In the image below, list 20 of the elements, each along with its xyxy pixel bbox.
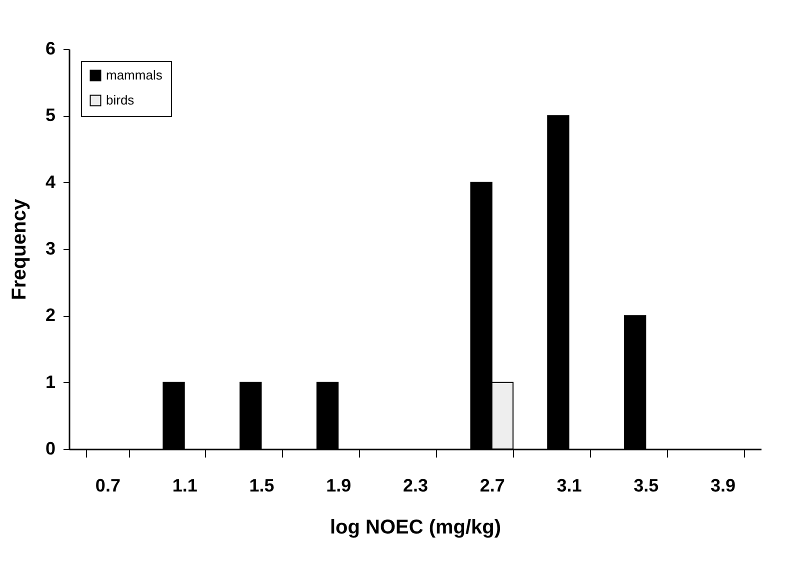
x-tick-label: 1.1 bbox=[172, 476, 198, 496]
x-tick-label: 1.9 bbox=[326, 476, 352, 496]
x-tick-label: 0.7 bbox=[95, 476, 120, 496]
y-tick-label: 6 bbox=[45, 38, 56, 58]
legend-label: mammals bbox=[106, 68, 163, 82]
x-tick-label: 1.5 bbox=[249, 476, 274, 496]
x-tick-label: 3.5 bbox=[634, 476, 659, 496]
y-axis-title: Frequency bbox=[8, 198, 30, 300]
x-tick-label: 3.1 bbox=[556, 476, 582, 496]
y-tick-label: 4 bbox=[45, 172, 56, 192]
x-tick-label: 2.7 bbox=[480, 476, 505, 496]
x-tick-label: 2.3 bbox=[402, 476, 428, 496]
y-tick-label: 3 bbox=[45, 238, 56, 258]
y-tick-label: 2 bbox=[45, 305, 56, 326]
x-axis-title: log NOEC (mg/kg) bbox=[330, 516, 502, 538]
x-tick-label: 3.9 bbox=[710, 476, 736, 496]
y-tick-label: 1 bbox=[45, 372, 56, 392]
y-tick-label: 5 bbox=[45, 105, 56, 126]
y-tick-label: 0 bbox=[45, 438, 56, 458]
legend-label: birds bbox=[106, 92, 135, 108]
